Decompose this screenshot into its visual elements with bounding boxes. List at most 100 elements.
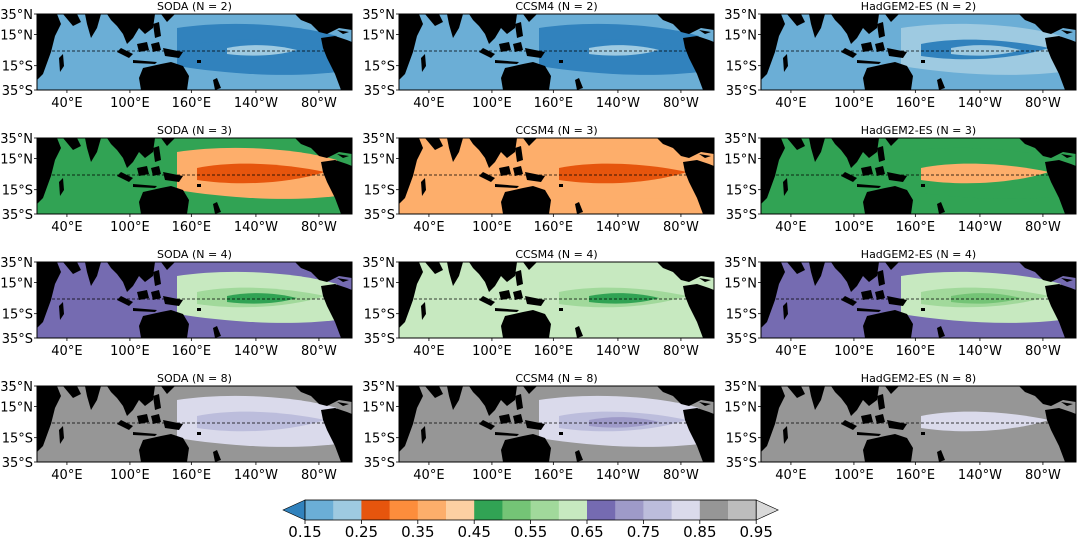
land-mass bbox=[425, 386, 443, 398]
land-mass bbox=[163, 296, 183, 306]
land-mass bbox=[161, 14, 175, 22]
map-panel: CCSM4 (N = 8) 35°N 15°N 15°S 35°S 40°E 100°E 16… bbox=[362, 372, 715, 483]
land-mass bbox=[107, 386, 155, 416]
map-frame bbox=[36, 261, 353, 339]
land-mass bbox=[575, 450, 583, 462]
x-tick-label: 100°E bbox=[110, 220, 150, 235]
land-mass bbox=[861, 290, 873, 300]
map-field bbox=[761, 138, 1076, 214]
x-tick-label: 140°W bbox=[596, 220, 640, 235]
contour-region bbox=[227, 417, 297, 428]
y-tick-label: 15°N bbox=[724, 29, 757, 44]
colorbar-segment bbox=[389, 500, 419, 520]
panel-title: CCSM4 (N = 8) bbox=[515, 372, 597, 385]
land-mass bbox=[575, 202, 583, 214]
colorbar-segment bbox=[361, 500, 391, 520]
y-tick-label: 15°S bbox=[364, 432, 395, 447]
land-mass bbox=[499, 414, 511, 424]
land-mass bbox=[525, 172, 545, 182]
land-mass bbox=[117, 172, 133, 182]
land-mass bbox=[831, 14, 879, 44]
x-tick-label: 100°E bbox=[834, 220, 874, 235]
x-tick-label: 80°W bbox=[663, 468, 699, 483]
map-field bbox=[399, 386, 714, 462]
land-mass bbox=[857, 308, 881, 312]
land-mass bbox=[153, 394, 161, 410]
land-mass bbox=[875, 42, 885, 52]
y-tick-label: 35°S bbox=[364, 84, 395, 99]
y-tick-label: 35°N bbox=[0, 8, 33, 23]
y-tick-label: 35°N bbox=[724, 132, 757, 147]
map-panel: HadGEM2-ES (N = 2) 35°N 15°N 15°S 35°S 40°E 10… bbox=[724, 0, 1077, 111]
land-mass bbox=[197, 308, 201, 311]
land-mass bbox=[525, 420, 545, 430]
land-mass bbox=[877, 394, 885, 410]
land-mass bbox=[117, 420, 133, 430]
land-mass bbox=[783, 178, 788, 196]
x-tick-label: 140°W bbox=[234, 220, 278, 235]
x-tick-label: 140°W bbox=[596, 344, 640, 359]
land-mass bbox=[783, 426, 788, 444]
y-tick-label: 35°S bbox=[726, 332, 757, 347]
panel-title: HadGEM2-ES (N = 2) bbox=[861, 0, 976, 13]
land-mass bbox=[937, 326, 945, 338]
land-mass bbox=[399, 262, 423, 328]
colorbar-tick-label: 0.35 bbox=[401, 523, 434, 537]
land-mass bbox=[37, 14, 61, 80]
map-frame bbox=[398, 137, 715, 215]
colorbar-segment bbox=[502, 500, 532, 520]
land-mass bbox=[107, 14, 155, 44]
land-mass bbox=[937, 78, 945, 90]
panel-title: SODA (N = 3) bbox=[157, 124, 232, 137]
contour-region bbox=[951, 169, 1021, 180]
map-field bbox=[399, 14, 714, 90]
land-mass bbox=[163, 48, 183, 58]
x-tick-label: 160°E bbox=[534, 468, 574, 483]
x-tick-label: 160°E bbox=[534, 220, 574, 235]
x-tick-label: 80°W bbox=[1025, 344, 1061, 359]
land-mass bbox=[479, 420, 495, 430]
land-mass bbox=[469, 14, 517, 44]
land-mass bbox=[421, 426, 426, 444]
land-mass bbox=[421, 54, 426, 72]
land-mass bbox=[885, 262, 899, 270]
y-tick-label: 15°N bbox=[724, 401, 757, 416]
land-mass bbox=[525, 296, 545, 306]
land-mass bbox=[523, 14, 537, 22]
x-tick-label: 160°E bbox=[896, 220, 936, 235]
y-tick-label: 15°N bbox=[724, 277, 757, 292]
land-mass bbox=[139, 186, 189, 214]
land-mass bbox=[469, 138, 517, 168]
land-mass bbox=[337, 30, 349, 34]
land-mass bbox=[699, 30, 711, 34]
land-mass bbox=[885, 386, 899, 394]
colorbar-segment bbox=[728, 500, 757, 520]
colorbar-segment bbox=[671, 500, 701, 520]
colorbar-tick-label: 0.25 bbox=[345, 523, 378, 537]
land-mass bbox=[1061, 402, 1073, 406]
land-mass bbox=[495, 60, 519, 64]
y-tick-label: 35°S bbox=[2, 456, 33, 471]
land-mass bbox=[501, 434, 551, 462]
land-mass bbox=[213, 78, 221, 90]
colorbar-tick-label: 0.55 bbox=[514, 523, 547, 537]
land-mass bbox=[85, 262, 101, 286]
y-tick-label: 15°S bbox=[364, 184, 395, 199]
y-tick-label: 15°N bbox=[362, 29, 395, 44]
land-mass bbox=[809, 14, 825, 38]
y-tick-label: 15°N bbox=[362, 277, 395, 292]
colorbar-segment bbox=[699, 500, 729, 520]
y-tick-label: 35°S bbox=[726, 84, 757, 99]
land-mass bbox=[479, 172, 495, 182]
land-mass bbox=[479, 296, 495, 306]
contour-region bbox=[951, 45, 1021, 56]
contour-region bbox=[227, 293, 297, 304]
land-mass bbox=[133, 308, 157, 312]
land-mass bbox=[501, 310, 551, 338]
land-mass bbox=[875, 290, 885, 300]
land-mass bbox=[1019, 138, 1076, 158]
land-mass bbox=[1019, 14, 1076, 34]
land-mass bbox=[513, 42, 523, 52]
land-mass bbox=[495, 184, 519, 188]
y-tick-label: 15°S bbox=[2, 432, 33, 447]
